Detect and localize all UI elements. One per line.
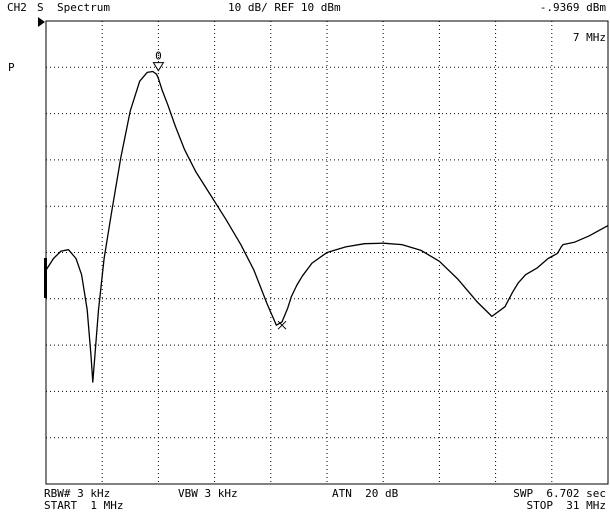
marker-triangle-icon: [152, 62, 165, 72]
vbw-label: VBW 3 kHz: [178, 487, 238, 500]
side-label: P: [8, 61, 15, 74]
channel-label: CH2: [7, 1, 27, 14]
start-frequency-label: START 1 MHz: [44, 499, 124, 512]
param-label: S: [37, 1, 44, 14]
cursor-cross-icon: [277, 320, 287, 330]
stop-frequency-label: STOP 31 MHz: [526, 499, 606, 512]
plot-frame: [45, 20, 609, 485]
rbw-label: RBW# 3 kHz: [44, 487, 111, 500]
reference-arrow-icon: [38, 17, 45, 27]
marker-label: 0: [155, 50, 162, 63]
marker-frequency-readout: 7 MHz: [572, 31, 606, 44]
marker-value-readout: -.9369 dBm: [539, 1, 606, 14]
scale-label: 10 dB/ REF 10 dBm: [228, 1, 341, 14]
spectrum-trace: [45, 70, 609, 383]
sweep-label: SWP 6.702 sec: [513, 487, 606, 500]
attenuation-label: ATN 20 dB: [332, 487, 399, 500]
mode-label: Spectrum: [57, 1, 110, 14]
